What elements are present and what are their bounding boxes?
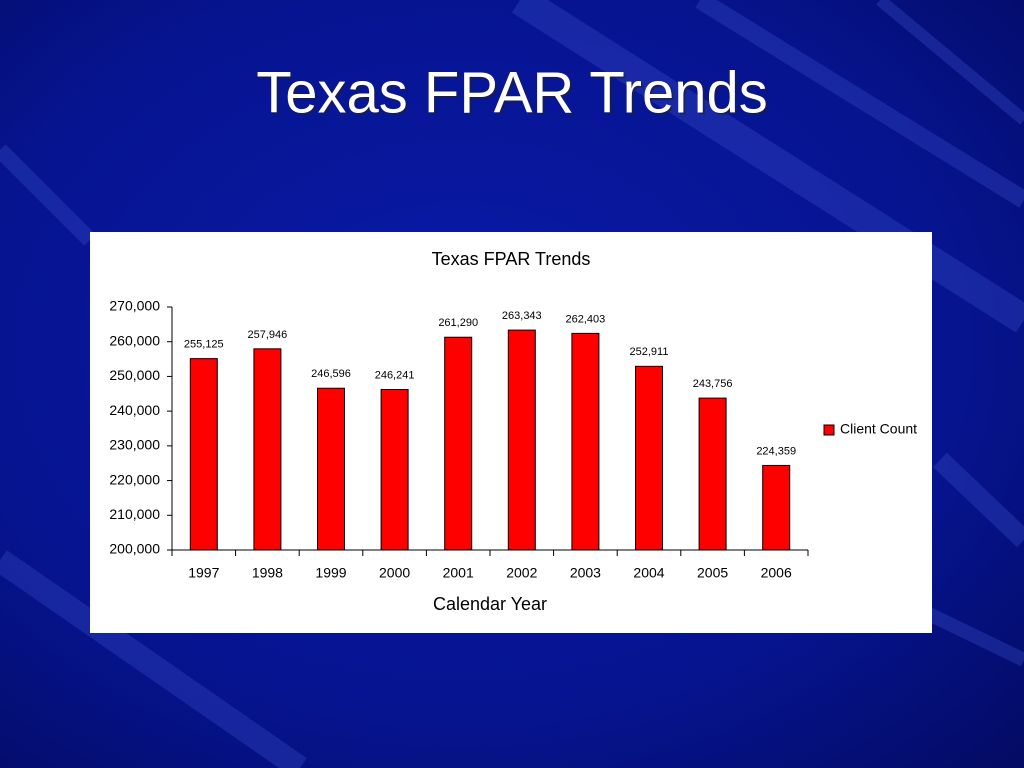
slide-title-shadow: Texas FPAR Trends <box>258 62 769 127</box>
y-tick-label: 200,000 <box>109 541 160 557</box>
x-tick-label: 2001 <box>443 565 474 581</box>
data-label: 262,403 <box>566 313 606 325</box>
data-label: 255,125 <box>184 339 224 351</box>
data-label: 243,756 <box>693 378 733 390</box>
chart-title: Texas FPAR Trends <box>432 249 591 269</box>
x-tick-label: 2000 <box>379 565 410 581</box>
x-tick-label: 2004 <box>633 565 664 581</box>
bar <box>317 387 345 551</box>
y-tick-label: 220,000 <box>109 471 160 487</box>
x-tick-label: 1998 <box>252 565 283 581</box>
y-tick-label: 260,000 <box>109 332 160 348</box>
x-tick-label: 2006 <box>761 565 792 581</box>
data-label: 257,946 <box>248 329 288 341</box>
bar <box>189 358 218 551</box>
legend-label: Client Count <box>840 421 917 437</box>
y-tick-label: 230,000 <box>109 437 160 453</box>
y-tick-label: 250,000 <box>109 367 160 383</box>
bar <box>444 336 473 551</box>
bar <box>635 365 663 551</box>
bar <box>253 348 282 551</box>
bar <box>571 332 600 551</box>
data-label: 224,359 <box>756 445 796 457</box>
legend-swatch <box>823 424 835 436</box>
bar <box>507 329 536 551</box>
x-tick-label: 2005 <box>697 565 728 581</box>
data-label: 261,290 <box>438 317 478 329</box>
x-tick-label: 2003 <box>570 565 601 581</box>
x-tick-label: 2002 <box>506 565 537 581</box>
x-tick-label: 1999 <box>315 565 346 581</box>
y-tick-label: 240,000 <box>109 402 160 418</box>
data-label: 263,343 <box>502 310 542 322</box>
bar <box>380 388 409 551</box>
data-label: 246,241 <box>375 369 415 381</box>
x-tick-label: 1997 <box>188 565 219 581</box>
y-tick-label: 270,000 <box>109 298 160 314</box>
x-axis-label: Calendar Year <box>433 594 547 614</box>
bar <box>762 464 791 551</box>
data-label: 246,596 <box>311 368 351 380</box>
data-label: 252,911 <box>630 346 669 358</box>
bar <box>698 397 727 551</box>
y-tick-label: 210,000 <box>109 506 160 522</box>
slide-title: Texas FPAR Trends <box>256 60 767 125</box>
